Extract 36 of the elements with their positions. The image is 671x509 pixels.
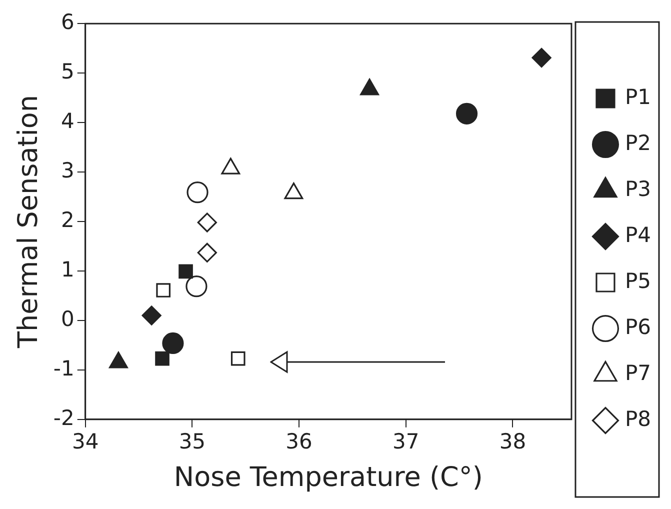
- x-tick-label: 37: [392, 429, 420, 454]
- legend-label: P2: [624, 130, 652, 155]
- legend-label: P8: [624, 406, 652, 431]
- legend-label: P6: [624, 314, 652, 339]
- x-tick-label: 38: [499, 429, 526, 454]
- point: [230, 351, 246, 366]
- y-tick-label: -2: [53, 406, 74, 430]
- point: [142, 306, 162, 326]
- point: [162, 332, 184, 354]
- point: [156, 283, 170, 298]
- y-tick-label: -1: [53, 356, 74, 380]
- point: [155, 351, 170, 366]
- y-tick-label: 1: [60, 257, 74, 282]
- legend-label: P3: [624, 176, 652, 201]
- y-tick-label: 6: [60, 10, 74, 34]
- y-tick-label: 3: [60, 158, 74, 182]
- point: [197, 242, 217, 262]
- y-axis-title: Thermal Sensation: [13, 95, 44, 349]
- y-tick-label: 5: [60, 60, 74, 84]
- point: [178, 264, 193, 279]
- legend-label: P4: [624, 222, 652, 247]
- x-tick-label: 35: [178, 429, 206, 454]
- point: [186, 276, 208, 298]
- legend-label: P1: [624, 84, 652, 109]
- legend-label: P7: [624, 360, 652, 385]
- point: [456, 102, 478, 124]
- y-tick-label: 2: [60, 208, 74, 232]
- x-tick-label: 34: [72, 429, 99, 454]
- y-tick-label: 0: [60, 306, 74, 331]
- x-axis-title: Nose Temperature (C°): [174, 462, 483, 493]
- point: [186, 182, 208, 204]
- legend-label: P5: [624, 268, 652, 293]
- point: [197, 212, 217, 232]
- x-tick-label: 36: [286, 429, 312, 454]
- point: [532, 48, 552, 68]
- y-tick-label: 4: [60, 109, 74, 134]
